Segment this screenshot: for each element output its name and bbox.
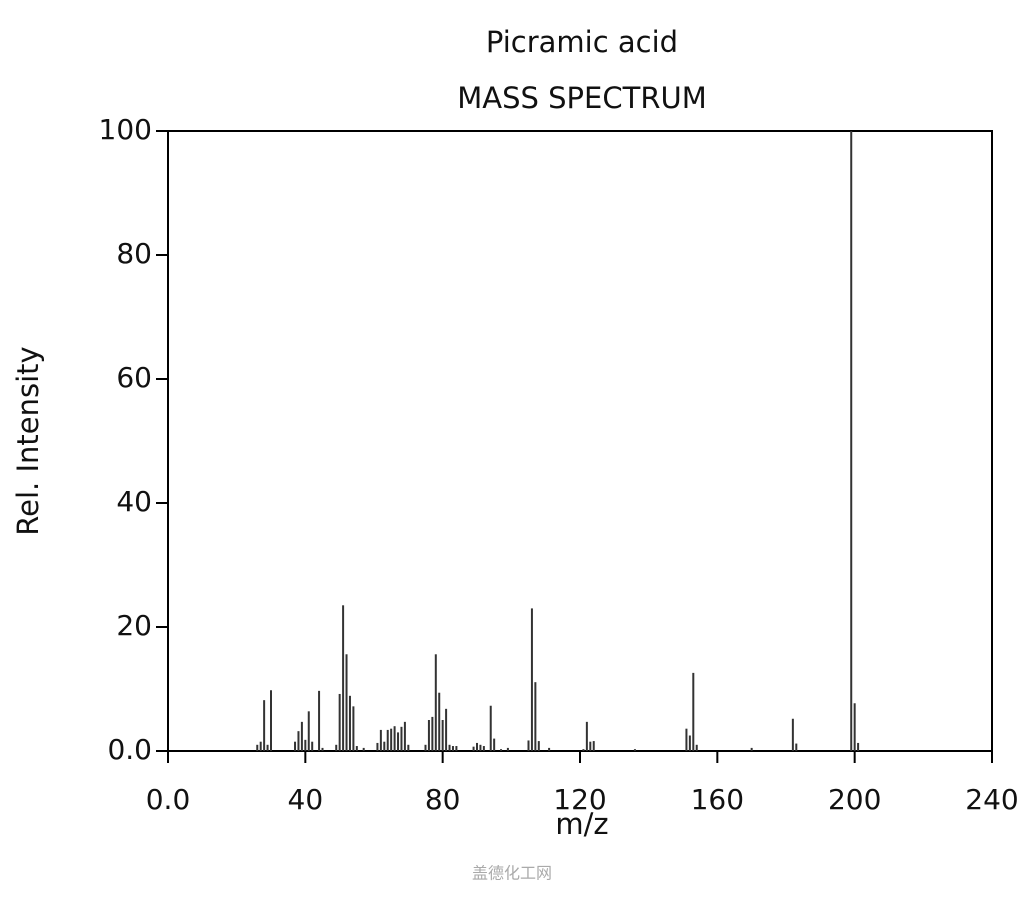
bar: [393, 726, 396, 751]
bar: [311, 741, 314, 751]
bar: [427, 720, 430, 751]
bar: [853, 703, 856, 751]
x-axis-label: m/z: [555, 807, 608, 841]
bar: [479, 744, 482, 751]
bar: [530, 608, 533, 751]
watermark: 盖德化工网: [472, 864, 552, 883]
bar: [386, 729, 389, 751]
bar: [345, 654, 348, 751]
bar: [592, 741, 595, 751]
bar: [266, 744, 269, 751]
x-tick-label: 0.0: [146, 783, 191, 816]
bar: [857, 742, 860, 751]
bar: [300, 721, 303, 751]
bar: [270, 690, 272, 751]
bar: [379, 729, 382, 751]
bar: [259, 741, 262, 751]
y-tick-label: 60: [116, 361, 152, 394]
y-tick-label: 100: [99, 113, 152, 146]
bar: [795, 743, 798, 751]
bar: [355, 746, 358, 751]
x-tick-label: 120: [553, 783, 606, 816]
y-tick-label: 20: [116, 609, 152, 642]
bar: [692, 672, 695, 751]
bar: [348, 695, 351, 751]
x-tick-label: 160: [691, 783, 744, 816]
x-tick-label: 200: [828, 783, 881, 816]
bar: [400, 726, 403, 751]
bar: [455, 746, 458, 751]
bar: [688, 735, 691, 751]
bar: [383, 741, 386, 751]
y-axis-label: Rel. Intensity: [11, 346, 45, 535]
bar: [685, 728, 688, 751]
bar: [294, 741, 297, 751]
y-tick-label: 40: [116, 485, 152, 518]
bar: [451, 746, 454, 751]
bar: [407, 744, 410, 751]
bar: [397, 732, 400, 751]
bar: [695, 744, 698, 751]
bar: [424, 744, 427, 751]
bar: [321, 747, 324, 751]
bar: [489, 705, 492, 751]
bar: [476, 742, 478, 751]
bar: [441, 720, 444, 751]
bar: [390, 728, 393, 751]
bar: [791, 718, 794, 751]
bar: [362, 747, 365, 751]
chart-subtitle: MASS SPECTRUM: [457, 81, 706, 115]
y-tick-label: 80: [116, 237, 152, 270]
bar: [500, 749, 503, 751]
bar: [750, 747, 753, 751]
bar: [304, 739, 307, 751]
bar: [318, 690, 321, 751]
bar: [506, 747, 509, 751]
y-tick-label: 0.0: [107, 733, 152, 766]
chart-title: Picramic acid: [486, 25, 678, 59]
bar: [493, 738, 496, 751]
bar: [633, 749, 636, 751]
bar: [548, 747, 551, 751]
bar: [589, 741, 592, 751]
bar: [403, 721, 406, 751]
bar: [582, 749, 585, 751]
x-tick-label: 40: [288, 783, 324, 816]
bar: [482, 746, 485, 751]
bar: [263, 700, 266, 751]
bar: [585, 721, 588, 751]
bar: [342, 605, 345, 751]
bar: [338, 693, 341, 751]
bar: [445, 708, 448, 751]
bar: [335, 744, 338, 751]
bar: [431, 716, 434, 751]
bar: [307, 711, 310, 751]
bar: [256, 744, 259, 751]
bar: [850, 131, 853, 751]
bar: [376, 742, 379, 751]
bar: [297, 731, 300, 751]
bar: [352, 706, 355, 751]
bar: [534, 682, 537, 751]
bar: [472, 746, 475, 751]
x-tick-label: 80: [425, 783, 461, 816]
bar: [434, 654, 437, 751]
bar: [448, 744, 451, 751]
plot-frame: [167, 130, 993, 752]
x-tick-label: 240: [965, 783, 1018, 816]
bar: [438, 692, 441, 751]
bar: [537, 741, 540, 751]
bar: [527, 740, 530, 751]
